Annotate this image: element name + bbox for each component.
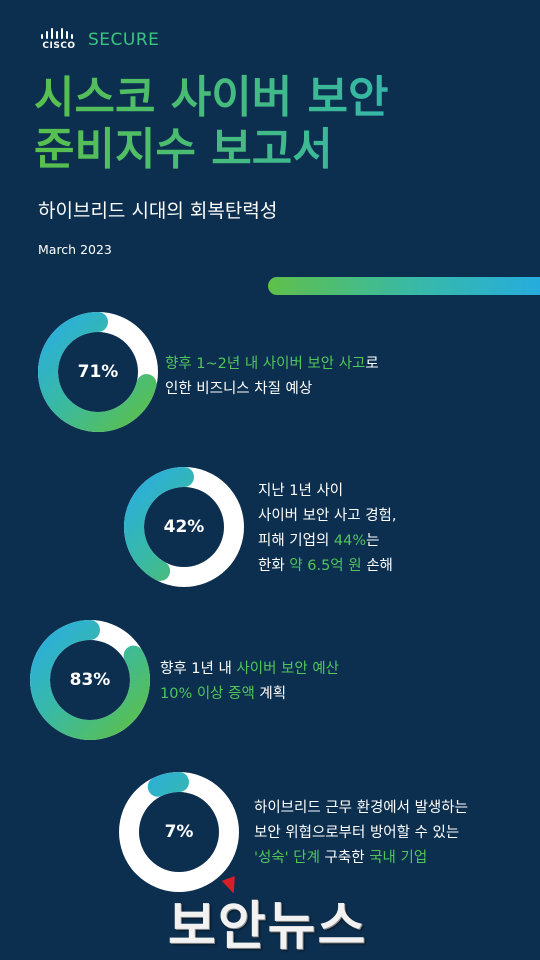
stat-text-segment: 손해 xyxy=(361,558,393,574)
stat-text-segment: 사이버 보안 사고 경험, xyxy=(258,508,397,524)
brand-header: CISCO SECURE xyxy=(38,28,159,51)
stat-highlight: 44% xyxy=(333,533,367,549)
stat-text-3: 향후 1년 내 사이버 보안 예산 10% 이상 증액 계획 xyxy=(160,657,339,707)
stat-line: 향후 1~2년 내 사이버 보안 사고로 xyxy=(165,352,379,377)
secure-wordmark: SECURE xyxy=(88,29,160,50)
donut-arc xyxy=(38,312,158,432)
donut-arc xyxy=(124,467,244,587)
stat-line: 하이브리드 근무 환경에서 발생하는 xyxy=(254,796,468,821)
stat-donut-1: 71% xyxy=(38,312,158,432)
stat-text-segment: 계획 xyxy=(254,686,287,702)
stat-line: 한화 약 6.5억 원 손해 xyxy=(258,554,397,579)
stat-text-segment: 하이브리드 근무 환경에서 발생하는 xyxy=(254,800,468,816)
watermark-logo: 보안뉴스 xyxy=(168,897,368,957)
stat-line: 인한 비즈니스 차질 예상 xyxy=(165,377,379,402)
donut-arc xyxy=(119,772,239,892)
stat-highlight: 약 6.5억 원 xyxy=(289,558,362,574)
donut-ring xyxy=(30,620,150,740)
stat-line: '성숙' 단계 구축한 국내 기업 xyxy=(254,846,468,871)
stat-text-segment: 구축한 xyxy=(319,850,370,866)
stat-text-segment: 한화 xyxy=(258,558,290,574)
stat-text-segment: 피해 기업의 xyxy=(258,533,334,549)
cisco-wordmark: CISCO xyxy=(42,41,76,51)
donut-value: 7% xyxy=(164,822,194,842)
donut-value: 83% xyxy=(69,670,111,690)
stat-line: 보안 위협으로부터 방어할 수 있는 xyxy=(254,821,468,846)
stat-text-segment: 인한 비즈니스 차질 예상 xyxy=(165,381,313,397)
stat-line: 향후 1년 내 사이버 보안 예산 xyxy=(160,657,339,682)
stat-highlight: 국내 기업 xyxy=(369,850,428,866)
stat-line: 사이버 보안 사고 경험, xyxy=(258,504,397,529)
donut-value: 42% xyxy=(163,517,205,537)
title-line-1: 시스코 사이버 보안 xyxy=(34,72,389,123)
accent-bar xyxy=(268,277,540,295)
stat-line: 피해 기업의 44%는 xyxy=(258,529,397,554)
donut-ring xyxy=(124,467,244,587)
stat-highlight: 10% 이상 증액 xyxy=(160,686,255,702)
stat-donut-3: 83% xyxy=(30,620,150,740)
title-line-2: 준비지수 보고서 xyxy=(34,124,333,175)
stat-highlight: 사이버 보안 예산 xyxy=(236,661,340,677)
stat-highlight: '성숙' 단계 xyxy=(254,850,320,866)
stat-highlight: 향후 1~2년 내 사이버 보안 사고 xyxy=(165,356,366,372)
stat-donut-4: 7% xyxy=(119,772,239,892)
cisco-bridge-icon xyxy=(41,28,73,39)
donut-arc xyxy=(30,620,150,740)
page-title: 시스코 사이버 보안 준비지수 보고서 xyxy=(34,72,514,176)
report-date: March 2023 xyxy=(38,242,112,257)
stat-line: 지난 1년 사이 xyxy=(258,479,397,504)
page-subtitle: 하이브리드 시대의 회복탄력성 xyxy=(38,200,278,222)
stat-text-segment: 향후 1년 내 xyxy=(160,661,237,677)
stat-text-segment: 보안 위협으로부터 방어할 수 있는 xyxy=(254,825,460,841)
donut-ring xyxy=(38,312,158,432)
stat-donut-2: 42% xyxy=(124,467,244,587)
cisco-logo: CISCO xyxy=(38,28,80,51)
stat-text-segment: 지난 1년 사이 xyxy=(258,483,344,499)
stat-text-segment: 는 xyxy=(366,533,380,549)
stat-line: 10% 이상 증액 계획 xyxy=(160,682,339,707)
stat-text-2: 지난 1년 사이 사이버 보안 사고 경험, 피해 기업의 44%는 한화 약 6.5… xyxy=(258,479,397,579)
donut-ring xyxy=(119,772,239,892)
stat-text-segment: 로 xyxy=(365,356,379,372)
donut-value: 71% xyxy=(77,362,119,382)
